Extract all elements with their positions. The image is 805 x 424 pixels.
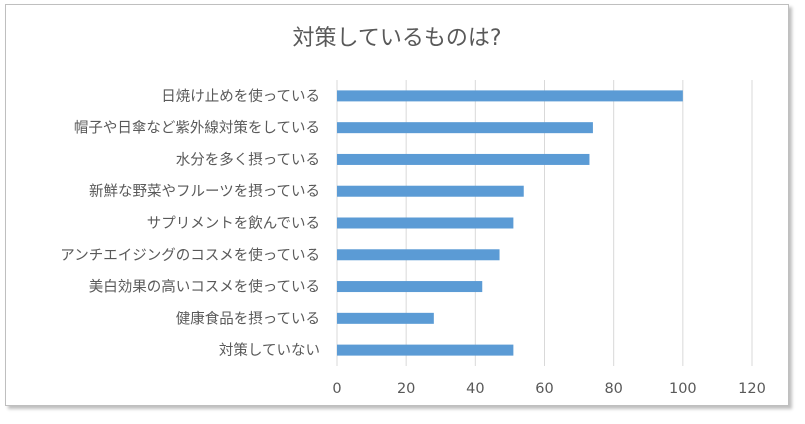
category-label: 新鮮な野菜やフルーツを摂っている [89,183,320,200]
bar [337,281,483,293]
category-label: 水分を多く摂っている [176,151,320,168]
bar [337,217,514,229]
category-label: 健康食品を摂っている [176,310,320,327]
x-tick-labels: 0 20 40 60 80 100 120 [332,381,765,397]
bar [337,153,590,165]
category-label: サプリメントを飲んでいる [147,215,320,232]
bar [337,90,683,102]
chart-svg: 対策しているものは? 日焼け止めを使っている帽子や日傘など紫外線対策をしている水… [60,26,766,397]
x-tick-label: 0 [332,381,341,397]
category-label: アンチエイジングのコスメを使っている [60,247,320,264]
chart-frame: 対策しているものは? 日焼け止めを使っている帽子や日傘など紫外線対策をしている水… [5,4,789,406]
x-tick-label: 120 [738,381,766,397]
x-tick-label: 40 [466,381,484,397]
x-tick-label: 60 [535,381,553,397]
x-tick-label: 20 [397,381,415,397]
chart-title: 対策しているものは? [292,26,501,51]
category-labels: 日焼け止めを使っている帽子や日傘など紫外線対策をしている水分を多く摂っている新鮮… [60,88,320,359]
bar [337,122,593,134]
category-label: 美白効果の高いコスメを使っている [89,279,320,296]
category-label: 日焼け止めを使っている [161,88,320,105]
x-tick-label: 80 [604,381,622,397]
bars [337,90,683,356]
bar [337,344,514,356]
bar [337,249,500,261]
bar [337,312,434,324]
category-label: 対策していない [219,342,320,359]
bar [337,185,524,197]
x-tick-label: 100 [669,381,697,397]
category-label: 帽子や日傘など紫外線対策をしている [74,120,320,137]
